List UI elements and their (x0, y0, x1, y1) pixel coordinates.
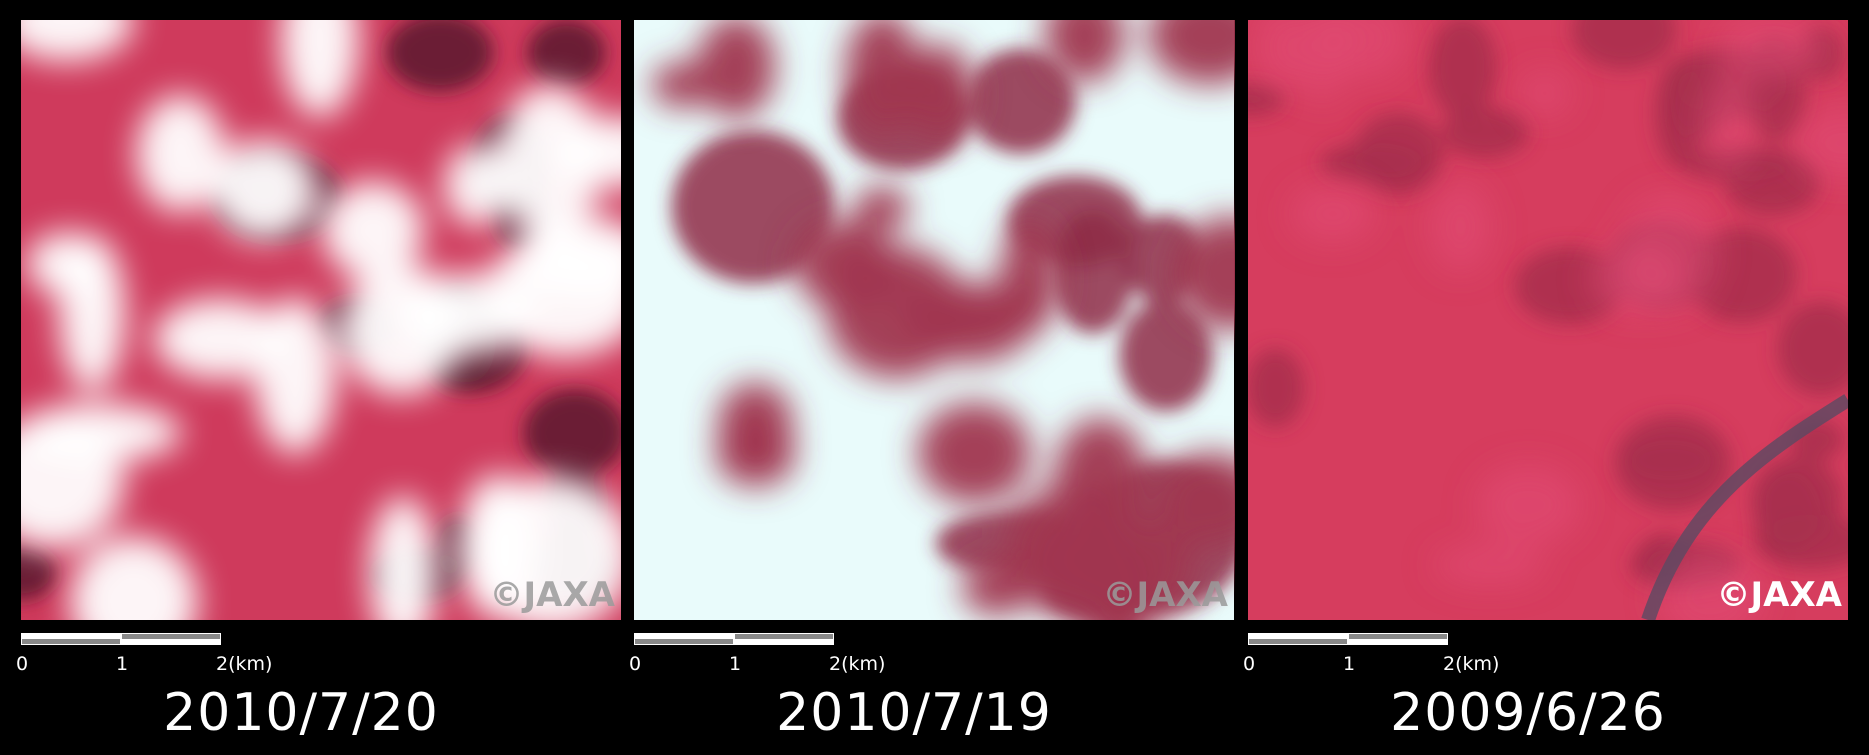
cloud-patch (1657, 553, 1763, 620)
cloud-patch (1475, 464, 1582, 546)
cloud-patch (496, 84, 604, 238)
scale-label: 0 (1243, 653, 1255, 675)
terrain (1248, 20, 1848, 589)
cloud-patch (321, 181, 425, 280)
satellite-image (634, 20, 1235, 620)
terrain-patch (527, 20, 606, 87)
scale-label: 2(km) (1443, 653, 1499, 675)
cloud-patch (826, 245, 967, 379)
scale-label: 2(km) (216, 653, 272, 675)
scale-label: 1 (729, 653, 741, 675)
cloud-patch (1154, 452, 1235, 549)
cloud-patch (394, 273, 537, 355)
cloud-patch (1794, 106, 1848, 181)
cloud-patch (1703, 73, 1757, 172)
terrain-patch (1777, 301, 1848, 396)
cloud-patch (1148, 20, 1235, 85)
clouds (21, 20, 621, 620)
cloud-patch (254, 297, 336, 454)
cloud-patch (1590, 243, 1682, 315)
scale-bar-segment (22, 639, 120, 644)
clouds (1253, 20, 1848, 620)
scale-label: 0 (16, 653, 28, 675)
cloud-patch (697, 20, 776, 119)
terrain-patch (1571, 20, 1677, 70)
terrain-patch (523, 389, 621, 478)
terrain-patch (21, 544, 57, 600)
cloud-patch (1044, 20, 1125, 83)
cloud-patch (211, 139, 318, 241)
river (1641, 394, 1848, 620)
cloud-patch (844, 20, 920, 139)
scale-bar-segment (122, 634, 220, 639)
terrain-patch (1625, 440, 1714, 481)
terrain-patch (1754, 514, 1848, 569)
terrain-patch (1428, 20, 1497, 119)
cloud-patch (854, 185, 910, 232)
terrain-patch (386, 20, 494, 92)
image-date: 2010/7/19 (776, 683, 1052, 743)
cloud-patch (1433, 544, 1546, 586)
cloud-patch (717, 381, 794, 468)
cloud-patch (369, 496, 438, 620)
scale-label: 1 (116, 653, 128, 675)
copyright: ©JAXA (490, 575, 616, 615)
cloud-patch (444, 144, 512, 227)
terrain-patch (1353, 112, 1444, 196)
cloud-patch (58, 235, 126, 392)
cloud-patch (1428, 181, 1493, 273)
scale-bar-segment (1349, 634, 1447, 639)
satellite-image (1248, 20, 1848, 620)
terrain-patch (1119, 299, 1214, 412)
cloud-patch (136, 95, 226, 213)
terrain-patch (1441, 107, 1529, 158)
scale-label: 0 (629, 653, 641, 675)
image-date: 2010/7/20 (163, 683, 439, 743)
copyright: ©JAXA (1717, 575, 1843, 615)
cloud-patch (512, 216, 621, 300)
scale-bar-segment (1249, 639, 1347, 644)
cloud-patch (902, 43, 976, 143)
cloud-patch (21, 20, 134, 62)
scale-bar-segment (635, 639, 733, 644)
cloud-patch (1173, 216, 1235, 331)
cloud-patch (1006, 483, 1137, 618)
cloud-patch (1289, 184, 1377, 243)
clouds (651, 20, 1235, 620)
terrain-patch (1654, 58, 1705, 167)
cloud-patch (1518, 69, 1572, 117)
scale-label: 2(km) (829, 653, 885, 675)
cloud-patch (1299, 20, 1348, 105)
cloud-patch (21, 403, 182, 463)
scale-label: 1 (1343, 653, 1355, 675)
cloud-patch (917, 402, 1032, 505)
terrain-patch (966, 48, 1076, 154)
image-date: 2009/6/26 (1390, 683, 1666, 743)
cloud-patch (153, 298, 288, 380)
terrain-patch (671, 130, 835, 284)
cloud-patch (69, 536, 198, 620)
cloud-patch (470, 476, 621, 620)
cloud-patch (1714, 20, 1825, 80)
terrain-patch (1248, 348, 1305, 428)
satellite-image (21, 20, 621, 620)
copyright: ©JAXA (1103, 575, 1229, 615)
cloud-patch (1253, 20, 1309, 92)
cloud-patch (280, 20, 359, 118)
scale-bar-segment (735, 634, 833, 639)
